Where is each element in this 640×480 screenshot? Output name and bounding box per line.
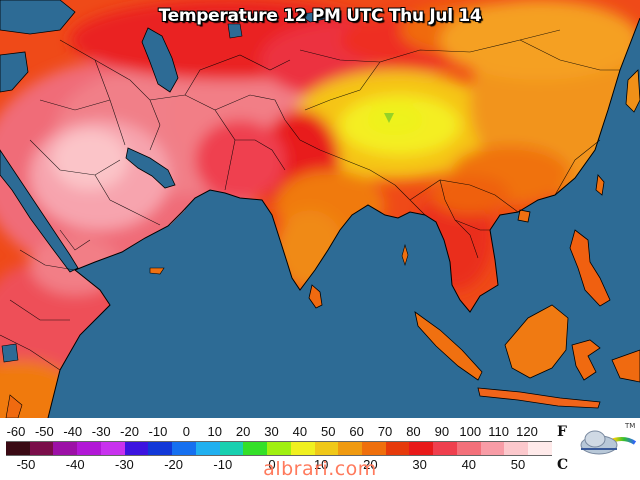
color-swatch	[100, 442, 125, 455]
inland-waters	[0, 0, 331, 363]
fahrenheit-tick-label: -40	[63, 424, 83, 439]
island-taiwan	[595, 174, 605, 196]
max-temperature-marker	[384, 113, 394, 123]
fahrenheit-tick-label: -20	[120, 424, 139, 439]
temperature-legend: -60 -50 -40 -30 -20 -10 0 10 20 30 40 50 60 70 80 90 100…	[0, 418, 640, 480]
color-swatch	[148, 442, 173, 455]
fahrenheit-tick-label: 60	[349, 424, 364, 439]
fahrenheit-tick-label: 80	[406, 424, 421, 439]
color-swatch	[338, 442, 363, 455]
site-watermark: albrari.com	[263, 458, 377, 480]
color-swatch	[219, 442, 244, 455]
color-swatch	[77, 442, 101, 455]
lake-victoria	[1, 343, 19, 363]
island-madagascar	[5, 394, 23, 418]
island-japan	[625, 69, 640, 113]
color-swatch	[480, 442, 505, 455]
fahrenheit-tick-label: -60	[6, 424, 26, 439]
island-andaman	[401, 243, 409, 266]
color-swatch	[504, 442, 529, 455]
color-swatch	[267, 442, 291, 455]
celsius-unit-label: C	[557, 457, 569, 473]
aral-sea	[227, 23, 243, 39]
map-title: Temperature 12 PM UTC Thu Jul 14	[158, 6, 482, 26]
celsius-tick-label: -40	[65, 457, 85, 472]
color-swatch	[172, 442, 196, 455]
color-swatch	[456, 442, 481, 455]
temperature-map	[0, 0, 640, 418]
celsius-tick-label: 40	[461, 457, 477, 472]
islands	[5, 69, 640, 418]
celsius-tick-label: 50	[510, 457, 526, 472]
color-swatch	[433, 442, 457, 455]
fahrenheit-tick-label: 0	[182, 424, 190, 439]
celsius-tick-label: 20	[363, 457, 378, 472]
color-swatch	[29, 442, 54, 455]
celsius-tick-label: 30	[412, 457, 427, 472]
color-swatch	[195, 442, 220, 455]
island-hainan	[517, 209, 531, 223]
celsius-tick-label: -10	[213, 457, 233, 472]
fahrenheit-unit-label: F	[557, 424, 567, 440]
fahrenheit-tick-label: 100	[459, 424, 482, 439]
color-scale-bar	[6, 441, 552, 456]
island-socotra	[149, 267, 165, 275]
color-swatch	[290, 442, 315, 455]
weather-cloud-sun-logo-icon: TM	[580, 422, 637, 455]
island-sri-lanka	[308, 284, 323, 309]
fahrenheit-tick-label: -50	[34, 424, 54, 439]
island-borneo	[504, 304, 569, 379]
island-philippines	[569, 229, 611, 307]
celsius-tick-label: -50	[16, 457, 36, 472]
fahrenheit-tick-label: 10	[207, 424, 222, 439]
color-swatch	[124, 442, 149, 455]
color-swatch	[314, 442, 339, 455]
celsius-tick-label: 0	[268, 457, 276, 472]
country-borders	[0, 29, 620, 371]
fahrenheit-tick-label: 70	[377, 424, 393, 439]
fahrenheit-tick-label: -30	[91, 424, 111, 439]
color-swatch	[362, 442, 386, 455]
color-swatch	[53, 442, 78, 455]
fahrenheit-tick-label: 30	[264, 424, 279, 439]
logo-trademark: TM	[624, 422, 635, 430]
color-swatch	[6, 442, 30, 455]
black-sea	[0, 0, 76, 35]
celsius-tick-label: -30	[114, 457, 134, 472]
celsius-tick-label: -20	[164, 457, 183, 472]
island-sumatra	[414, 311, 483, 381]
fahrenheit-tick-label: -10	[148, 424, 168, 439]
island-new-guinea	[611, 349, 640, 383]
color-swatch	[528, 442, 552, 455]
color-swatch	[243, 442, 268, 455]
coastline	[47, 17, 640, 418]
fahrenheit-tick-label: 110	[488, 424, 509, 439]
mediterranean-sea	[0, 51, 29, 93]
fahrenheit-tick-label: 20	[235, 424, 251, 439]
color-swatch	[409, 442, 434, 455]
fahrenheit-tick-label: 120	[516, 424, 538, 439]
fahrenheit-tick-label: 40	[292, 424, 308, 439]
island-java	[477, 387, 601, 409]
lake-balkhash	[297, 11, 331, 23]
fahrenheit-tick-label: 50	[321, 424, 336, 439]
fahrenheit-tick-label: 90	[434, 424, 450, 439]
celsius-tick-label: 10	[313, 457, 329, 472]
color-swatch	[385, 442, 410, 455]
caspian-sea	[141, 27, 179, 93]
persian-gulf	[125, 147, 176, 189]
island-sulawesi	[571, 339, 601, 381]
